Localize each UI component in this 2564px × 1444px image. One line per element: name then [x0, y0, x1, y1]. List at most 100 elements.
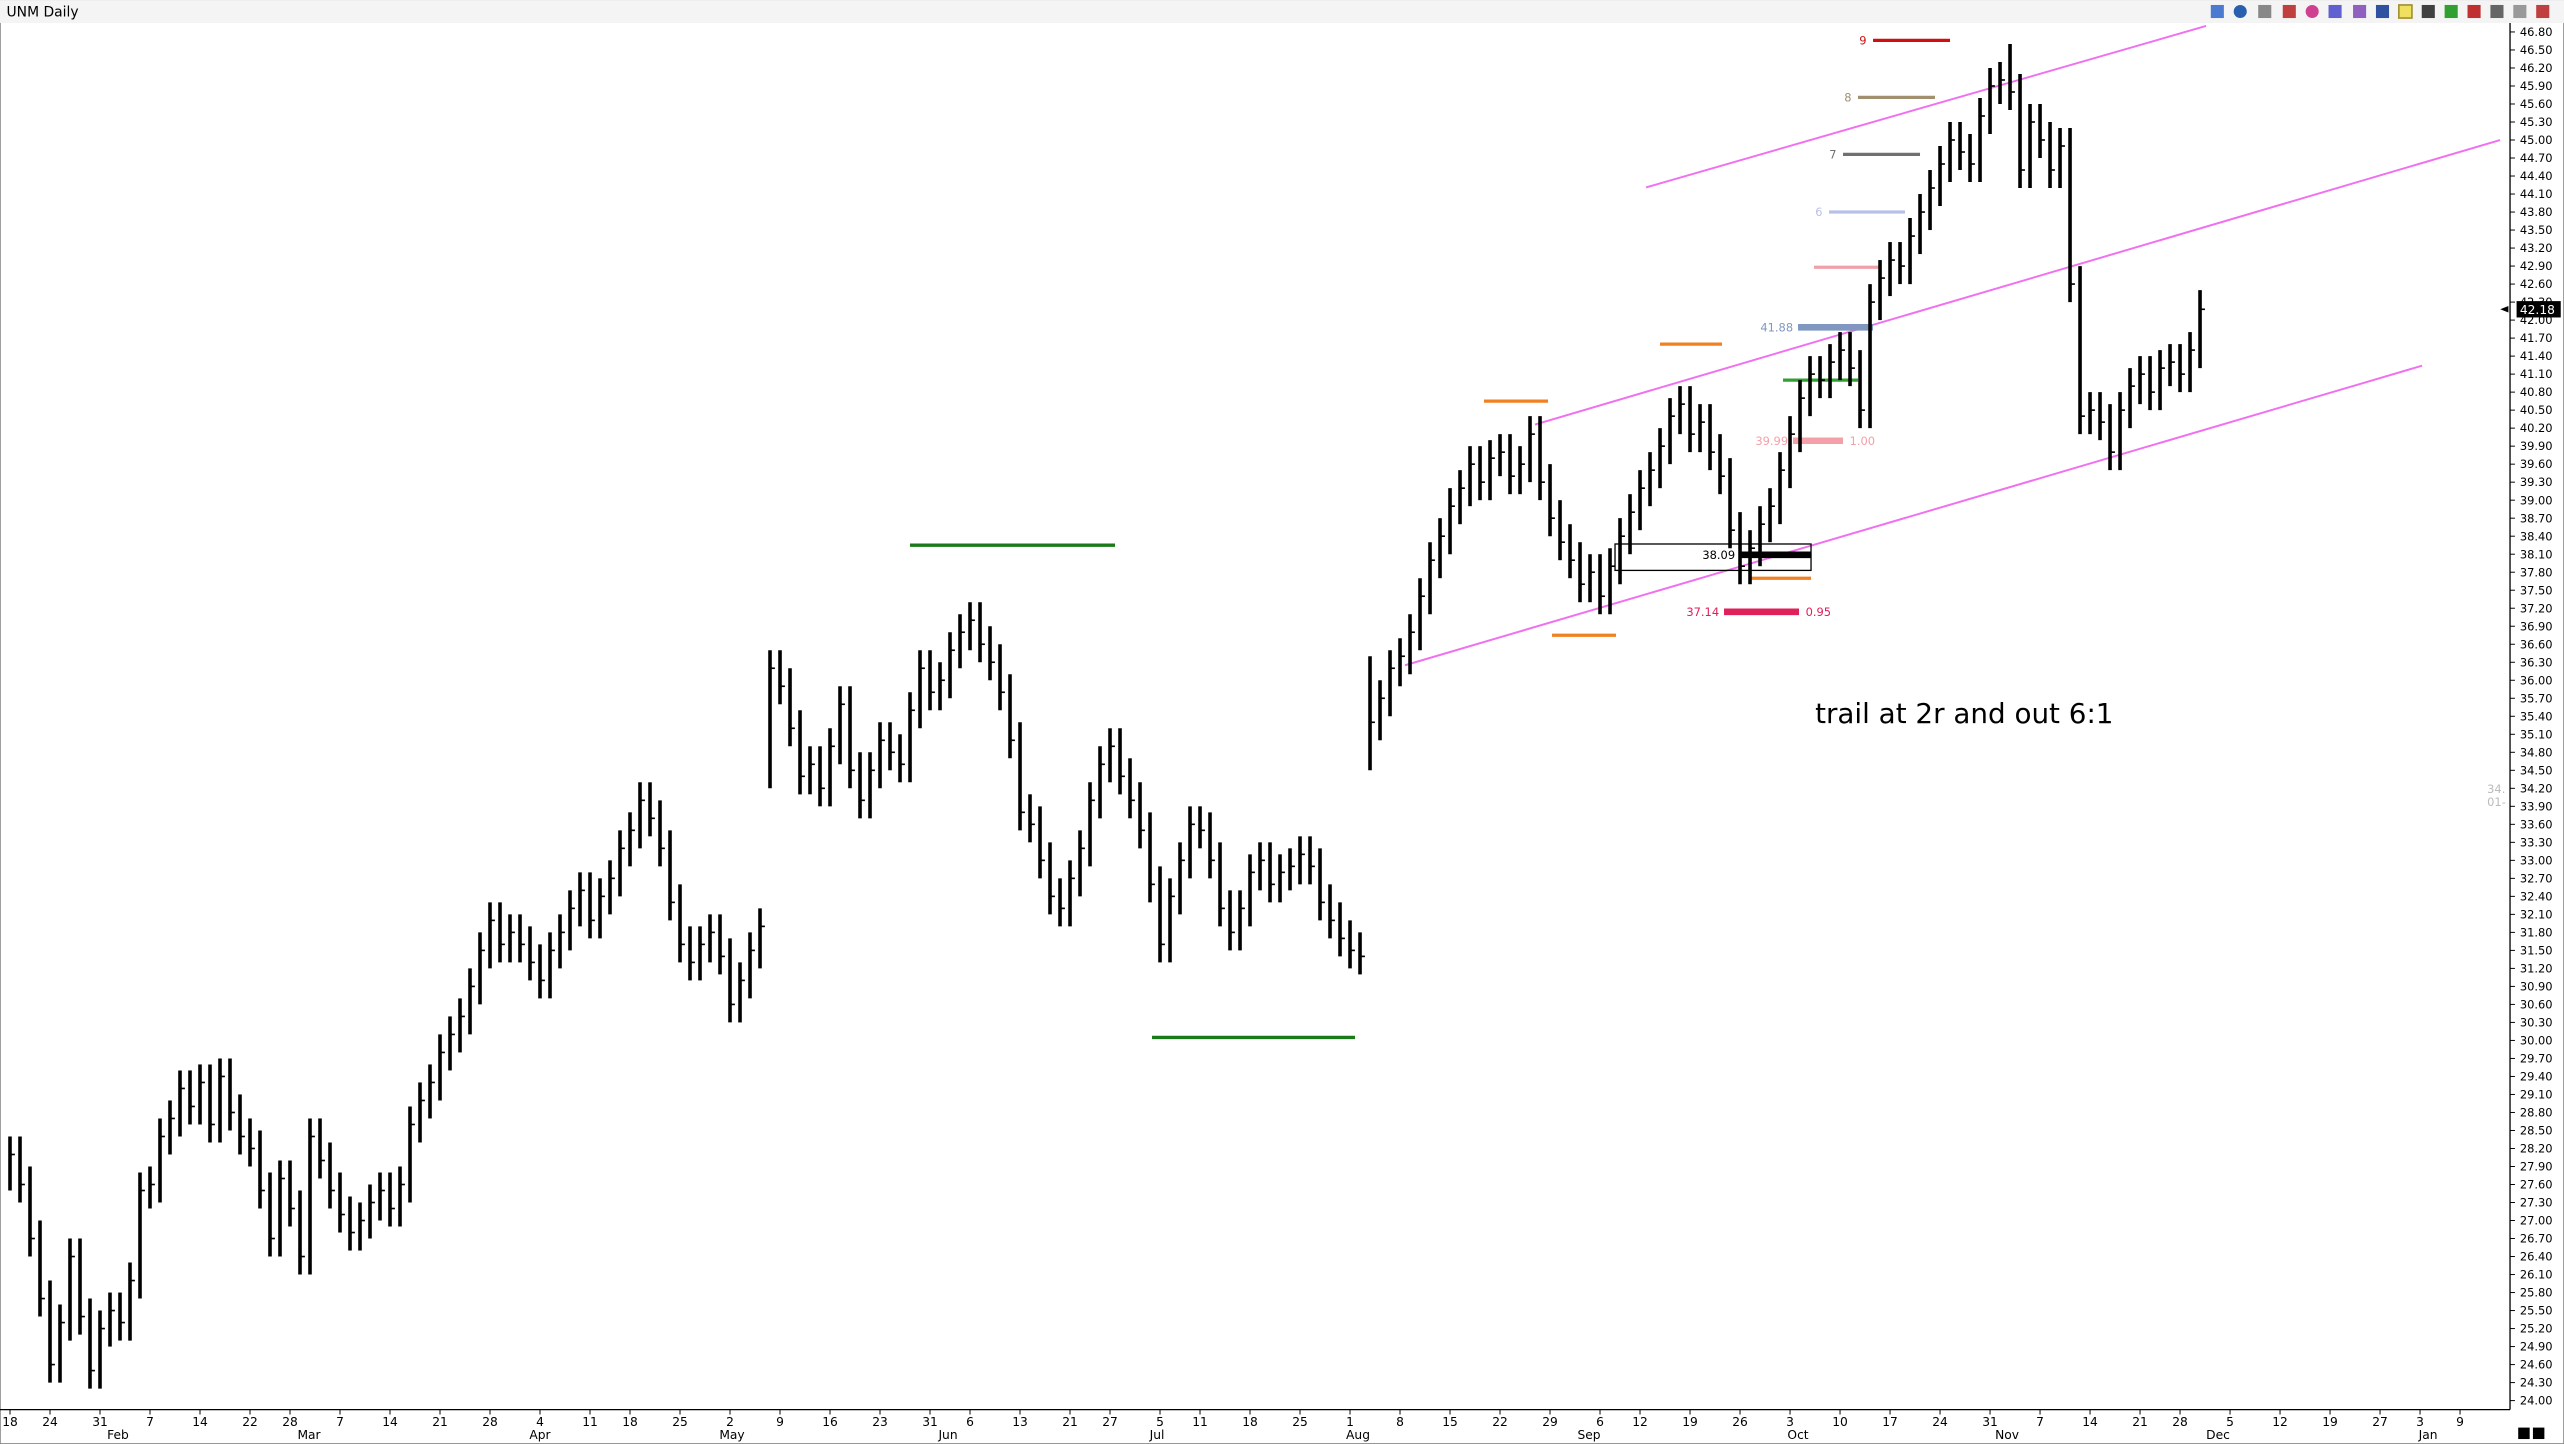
y-tick-label: 26.10 [2520, 1268, 2553, 1282]
y-tick-label: 29.40 [2520, 1070, 2553, 1084]
y-tick-label: 28.50 [2520, 1124, 2553, 1138]
y-tick-label: 37.80 [2520, 565, 2553, 579]
tool-icon[interactable] [2353, 4, 2367, 19]
tool-icon[interactable] [2444, 4, 2458, 19]
y-tick-label: 39.90 [2520, 439, 2553, 453]
x-tick-label: 14 [382, 1415, 398, 1429]
month-label: Aug [1346, 1428, 1370, 1442]
x-tick-label: 3 [1786, 1415, 1794, 1429]
chart-title: UNM Daily [7, 4, 79, 20]
tool-icon[interactable] [2490, 4, 2504, 19]
x-tick-label: 16 [822, 1415, 838, 1429]
y-tick-label: 26.70 [2520, 1232, 2553, 1246]
x-tick-label: 15 [1442, 1415, 1458, 1429]
x-tick-label: 12 [2272, 1415, 2288, 1429]
x-tick-label: 25 [1292, 1415, 1308, 1429]
y-tick-label: 40.50 [2520, 403, 2553, 417]
x-tick-label: 24 [42, 1415, 58, 1429]
y-tick-label: 36.00 [2520, 673, 2553, 687]
y-tick-label: 27.00 [2520, 1214, 2553, 1228]
tool-icon[interactable] [2536, 4, 2550, 19]
x-tick-label: 21 [1062, 1415, 1078, 1429]
y-tick-label: 24.00 [2520, 1394, 2553, 1408]
x-tick-label: 14 [2082, 1415, 2098, 1429]
y-tick-label: 40.20 [2520, 421, 2553, 435]
x-tick-label: 1 [1346, 1415, 1354, 1429]
y-tick-label: 33.90 [2520, 799, 2553, 813]
x-tick-label: 2 [726, 1415, 734, 1429]
x-tick-label: 21 [432, 1415, 448, 1429]
tool-icon[interactable] [2398, 4, 2413, 19]
x-tick-label: 12 [1632, 1415, 1648, 1429]
y-tick-label: 33.30 [2520, 835, 2553, 849]
tool-icon[interactable] [2421, 4, 2435, 19]
x-tick-label: 4 [536, 1415, 544, 1429]
y-tick-label: 28.80 [2520, 1106, 2553, 1120]
x-tick-label: 18 [2, 1415, 18, 1429]
month-label: Jul [1149, 1428, 1165, 1442]
tool-icon[interactable] [2258, 4, 2272, 19]
level-value-label: 38.09 [1702, 548, 1735, 562]
y-tick-label: 25.80 [2520, 1286, 2553, 1300]
y-tick-label: 24.30 [2520, 1376, 2553, 1390]
x-tick-label: 31 [1982, 1415, 1998, 1429]
y-tick-label: 34.80 [2520, 745, 2553, 759]
y-tick-label: 31.80 [2520, 925, 2553, 939]
tool-icon[interactable] [2467, 4, 2481, 19]
y-tick-label: 35.40 [2520, 709, 2553, 723]
channel-line [1645, 25, 2207, 189]
y-tick-label: 30.90 [2520, 979, 2553, 993]
scroll-button[interactable] [2518, 1427, 2530, 1440]
x-tick-label: 21 [2132, 1415, 2148, 1429]
y-tick-label: 27.30 [2520, 1196, 2553, 1210]
x-tick-label: 29 [1542, 1415, 1558, 1429]
tool-icon[interactable] [2233, 4, 2247, 19]
y-tick-label: 34.50 [2520, 763, 2553, 777]
x-tick-label: 17 [1882, 1415, 1898, 1429]
tool-icon[interactable] [2513, 4, 2527, 19]
y-tick-label: 33.60 [2520, 817, 2553, 831]
y-tick-label: 45.90 [2520, 79, 2553, 93]
x-tick-label: 7 [336, 1415, 344, 1429]
y-tick-label: 46.80 [2520, 25, 2553, 39]
y-tick-label: 38.40 [2520, 529, 2553, 543]
x-tick-label: 18 [622, 1415, 638, 1429]
tool-icon[interactable] [2328, 4, 2342, 19]
level-right-label: 1.00 [1850, 434, 1875, 448]
y-tick-label: 37.20 [2520, 601, 2553, 615]
y-tick-label: 26.40 [2520, 1250, 2553, 1264]
month-label: Jan [2418, 1428, 2438, 1442]
y-tick-label: 46.50 [2520, 43, 2553, 57]
x-tick-label: 11 [582, 1415, 598, 1429]
tool-icon[interactable] [2210, 4, 2224, 19]
last-price-arrow [2500, 306, 2509, 313]
y-tick-label: 32.40 [2520, 889, 2553, 903]
toolbar [2210, 4, 2550, 19]
channel-line [1534, 139, 2501, 426]
y-tick-label: 45.30 [2520, 115, 2553, 129]
y-tick-label: 33.00 [2520, 853, 2553, 867]
month-label: Sep [1577, 1428, 1600, 1442]
tool-icon[interactable] [2305, 4, 2319, 19]
y-tick-label: 45.00 [2520, 133, 2553, 147]
month-label: Jun [937, 1428, 957, 1442]
x-tick-label: 10 [1832, 1415, 1848, 1429]
scroll-button[interactable] [2532, 1427, 2545, 1440]
x-tick-label: 7 [146, 1415, 154, 1429]
tool-icon[interactable] [2375, 4, 2390, 19]
level-label: 6 [1815, 205, 1822, 219]
x-tick-label: 28 [482, 1415, 498, 1429]
y-tick-label: 29.70 [2520, 1052, 2553, 1066]
y-tick-label: 32.10 [2520, 907, 2553, 921]
x-tick-label: 5 [2226, 1415, 2234, 1429]
title-bar [0, 0, 2564, 23]
tool-icon[interactable] [2282, 4, 2296, 19]
y-tick-label: 44.70 [2520, 151, 2553, 165]
x-tick-label: 22 [242, 1415, 258, 1429]
x-tick-label: 5 [1156, 1415, 1164, 1429]
y-tick-label: 45.60 [2520, 97, 2553, 111]
level-right-label: 0.95 [1806, 605, 1831, 619]
y-tick-label: 30.30 [2520, 1016, 2553, 1030]
